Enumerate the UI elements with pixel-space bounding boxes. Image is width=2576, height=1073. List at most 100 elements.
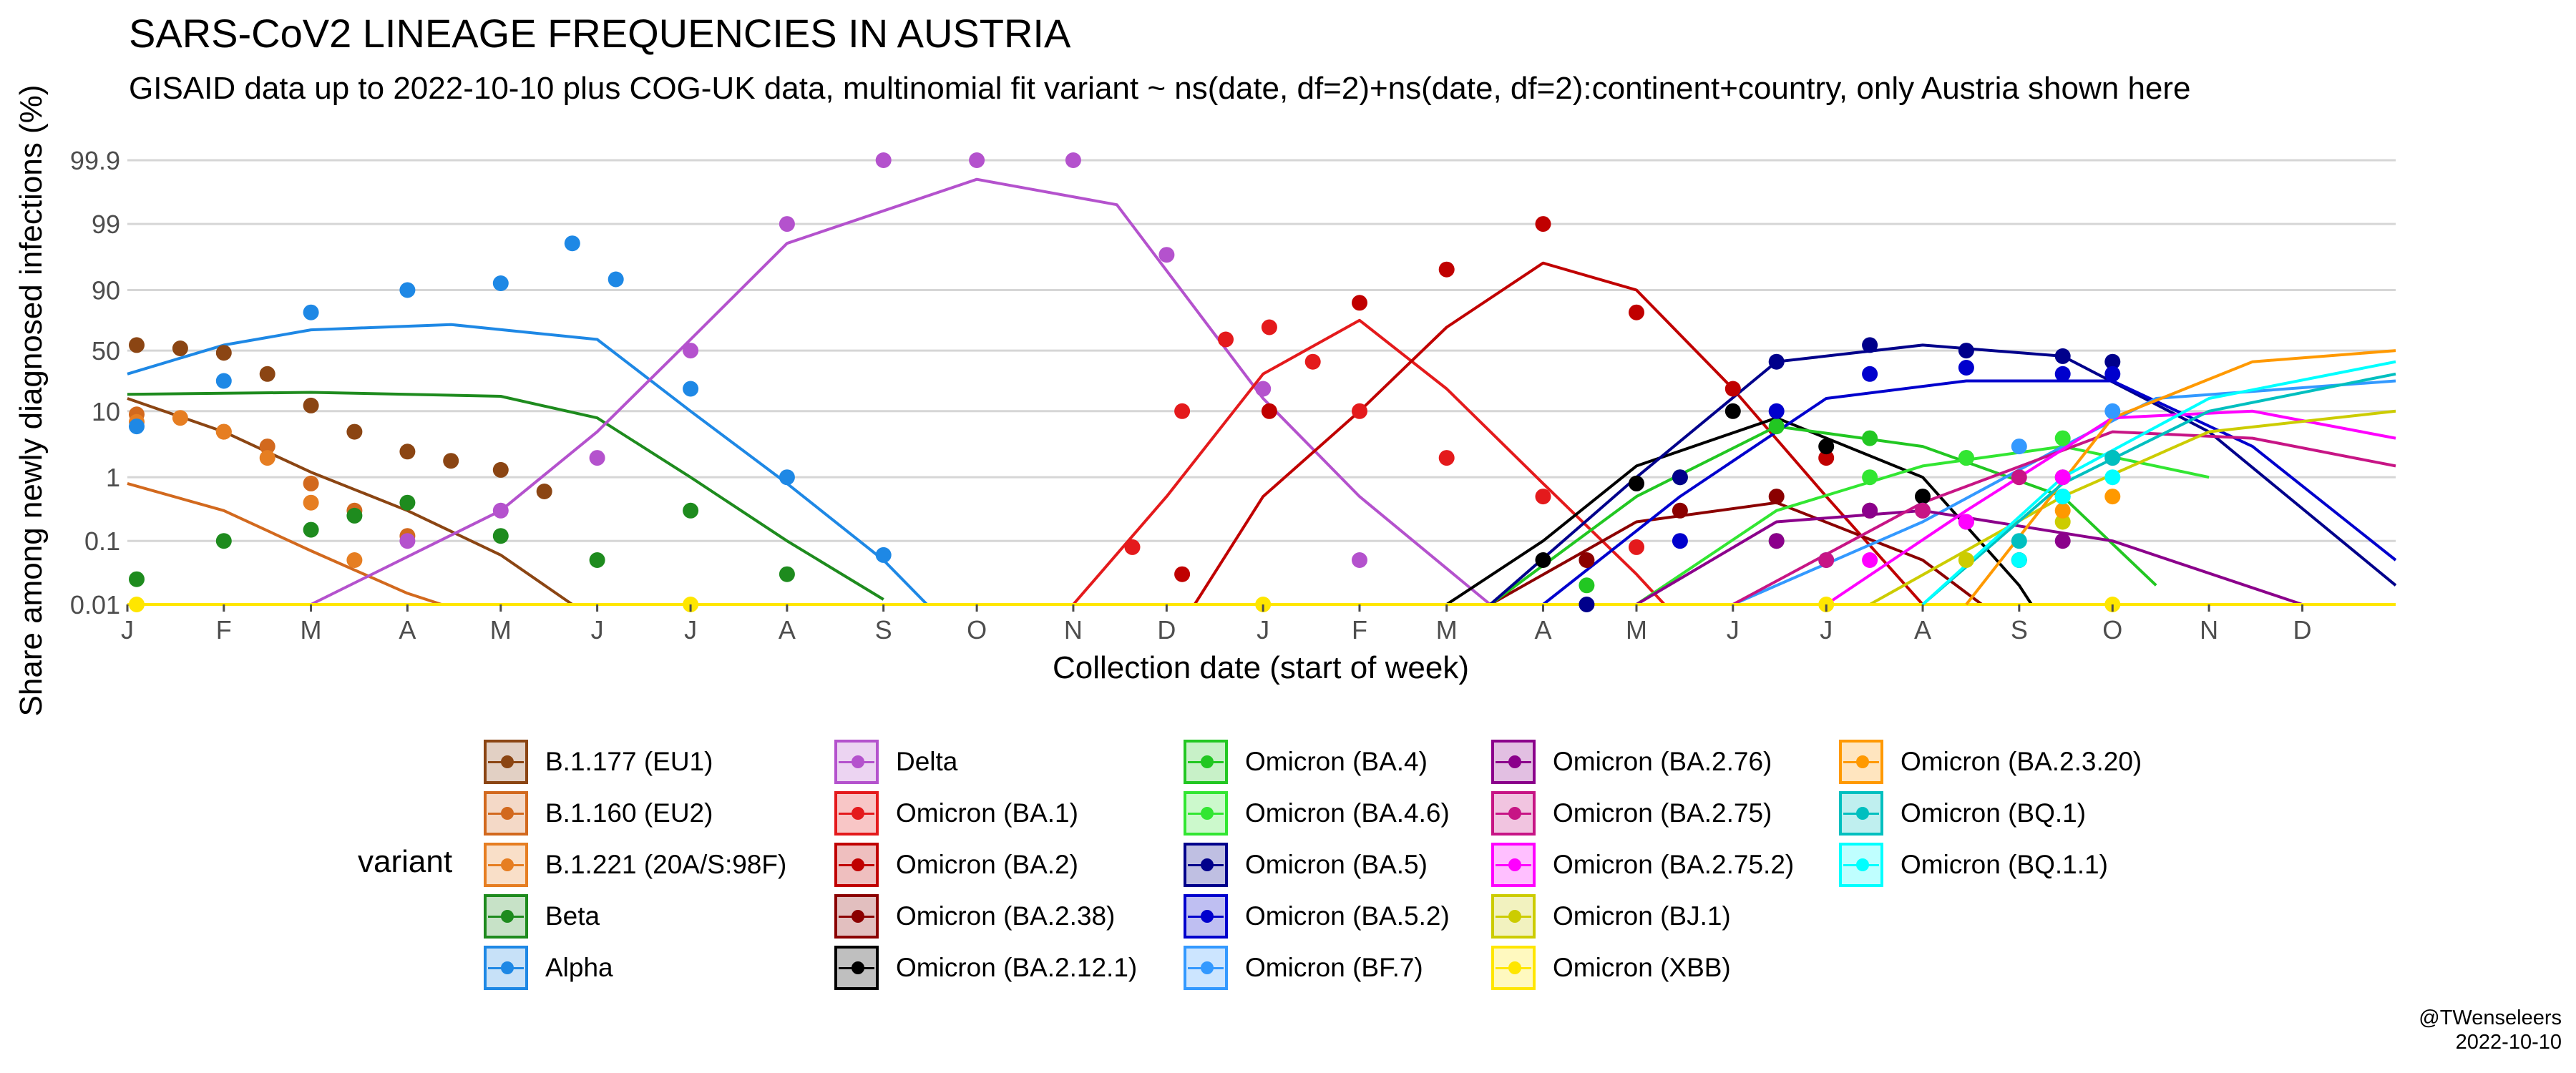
x-tick-label: N <box>2200 615 2218 645</box>
data-point <box>2054 514 2071 530</box>
legend-label: Beta <box>545 901 600 931</box>
data-point <box>2054 366 2071 382</box>
legend-key <box>1491 894 1536 939</box>
x-tick-label: A <box>1535 615 1552 645</box>
data-point <box>2104 489 2121 505</box>
data-point <box>2011 469 2027 486</box>
y-tick-label: 10 <box>92 397 120 426</box>
data-point <box>2054 502 2071 519</box>
data-point <box>1579 577 1595 594</box>
legend-label: Omicron (BA.4.6) <box>1245 798 1450 828</box>
data-point <box>608 271 624 288</box>
data-point <box>129 418 145 435</box>
legend-label: Delta <box>896 747 958 776</box>
legend-key <box>1184 740 1228 784</box>
data-point <box>683 343 699 359</box>
data-point <box>1862 430 1878 446</box>
x-tick-label: S <box>875 615 892 645</box>
data-point <box>1958 514 1974 530</box>
legend-item: Omicron (BA.5) <box>1184 841 1428 888</box>
data-point <box>399 494 416 511</box>
data-point <box>303 494 319 511</box>
data-point <box>1535 489 1551 505</box>
legend-key <box>1839 843 1883 887</box>
legend-key <box>1184 791 1228 836</box>
data-point <box>1629 304 1644 320</box>
data-point <box>129 337 145 353</box>
data-point <box>2054 469 2071 486</box>
data-point <box>589 450 605 466</box>
legend-label: B.1.177 (EU1) <box>545 747 713 776</box>
data-point <box>259 450 275 466</box>
legend-item: Omicron (BJ.1) <box>1491 893 1731 940</box>
data-point <box>536 484 552 499</box>
data-point <box>683 502 699 519</box>
data-point <box>1958 552 1974 568</box>
fit-line <box>1921 372 2396 606</box>
legend-label: Omicron (BA.2.75.2) <box>1553 850 1795 879</box>
legend-key <box>1491 740 1536 784</box>
data-point <box>492 502 509 519</box>
x-tick-label: M <box>1626 615 1647 645</box>
legend-item: Omicron (BA.4.6) <box>1184 790 1450 837</box>
legend-label: Omicron (BQ.1) <box>1901 798 2087 828</box>
data-point <box>492 461 509 478</box>
fit-line <box>1965 349 2396 606</box>
legend-item: Omicron (BA.1) <box>834 790 1078 837</box>
data-point <box>2104 353 2121 370</box>
fit-line <box>310 177 1491 606</box>
legend-key <box>484 740 528 784</box>
data-point <box>1174 566 1191 582</box>
data-point <box>1768 353 1785 370</box>
data-point <box>779 216 795 232</box>
data-point <box>2104 366 2121 382</box>
legend-key <box>1491 791 1536 836</box>
data-point <box>1768 489 1785 505</box>
fit-line <box>127 323 928 606</box>
fit-line <box>127 481 442 606</box>
data-point <box>129 597 145 612</box>
x-tick-label: D <box>2293 615 2312 645</box>
legend-label: Omicron (BA.2.12.1) <box>896 953 1138 982</box>
x-tick-label: N <box>1064 615 1083 645</box>
chart-title: SARS-CoV2 LINEAGE FREQUENCIES IN AUSTRIA <box>129 11 1071 56</box>
data-point <box>1218 331 1234 348</box>
fit-line <box>1542 379 2397 606</box>
y-tick-label: 1 <box>106 463 120 492</box>
data-point <box>1352 295 1367 311</box>
legend-key <box>1184 843 1228 887</box>
data-point <box>1158 247 1175 263</box>
legend-item: B.1.177 (EU1) <box>484 738 713 785</box>
data-point <box>589 552 605 568</box>
data-point <box>129 571 145 587</box>
data-point <box>1672 533 1688 549</box>
data-point <box>1818 552 1835 568</box>
data-point <box>399 533 416 549</box>
data-point <box>2104 450 2121 466</box>
data-point <box>1958 360 1974 376</box>
legend-item: Delta <box>834 738 957 785</box>
fit-line <box>1489 425 2157 606</box>
data-point <box>492 528 509 544</box>
data-point <box>2054 533 2071 549</box>
legend-label: Omicron (BA.5.2) <box>1245 901 1450 931</box>
legend-label: Omicron (BJ.1) <box>1553 901 1731 931</box>
legend-label: B.1.221 (20A/S:98F) <box>545 850 787 879</box>
data-point <box>443 453 459 469</box>
data-point <box>1535 216 1551 232</box>
data-point <box>1862 502 1878 519</box>
x-tick-label: F <box>216 615 232 645</box>
grid-lines <box>127 159 2396 606</box>
data-point <box>303 475 319 491</box>
legend-item: Omicron (BQ.1.1) <box>1839 841 2108 888</box>
data-point <box>2054 348 2071 364</box>
legend-label: Omicron (BA.2.76) <box>1553 747 1772 776</box>
credit-handle: @TWenseleers <box>2419 1006 2562 1029</box>
legend-item: Omicron (BA.2.75.2) <box>1491 841 1794 888</box>
data-point <box>969 152 985 168</box>
x-tick-label: A <box>399 615 416 645</box>
data-point <box>2011 533 2027 549</box>
data-point <box>1352 403 1367 419</box>
data-point <box>683 381 699 397</box>
